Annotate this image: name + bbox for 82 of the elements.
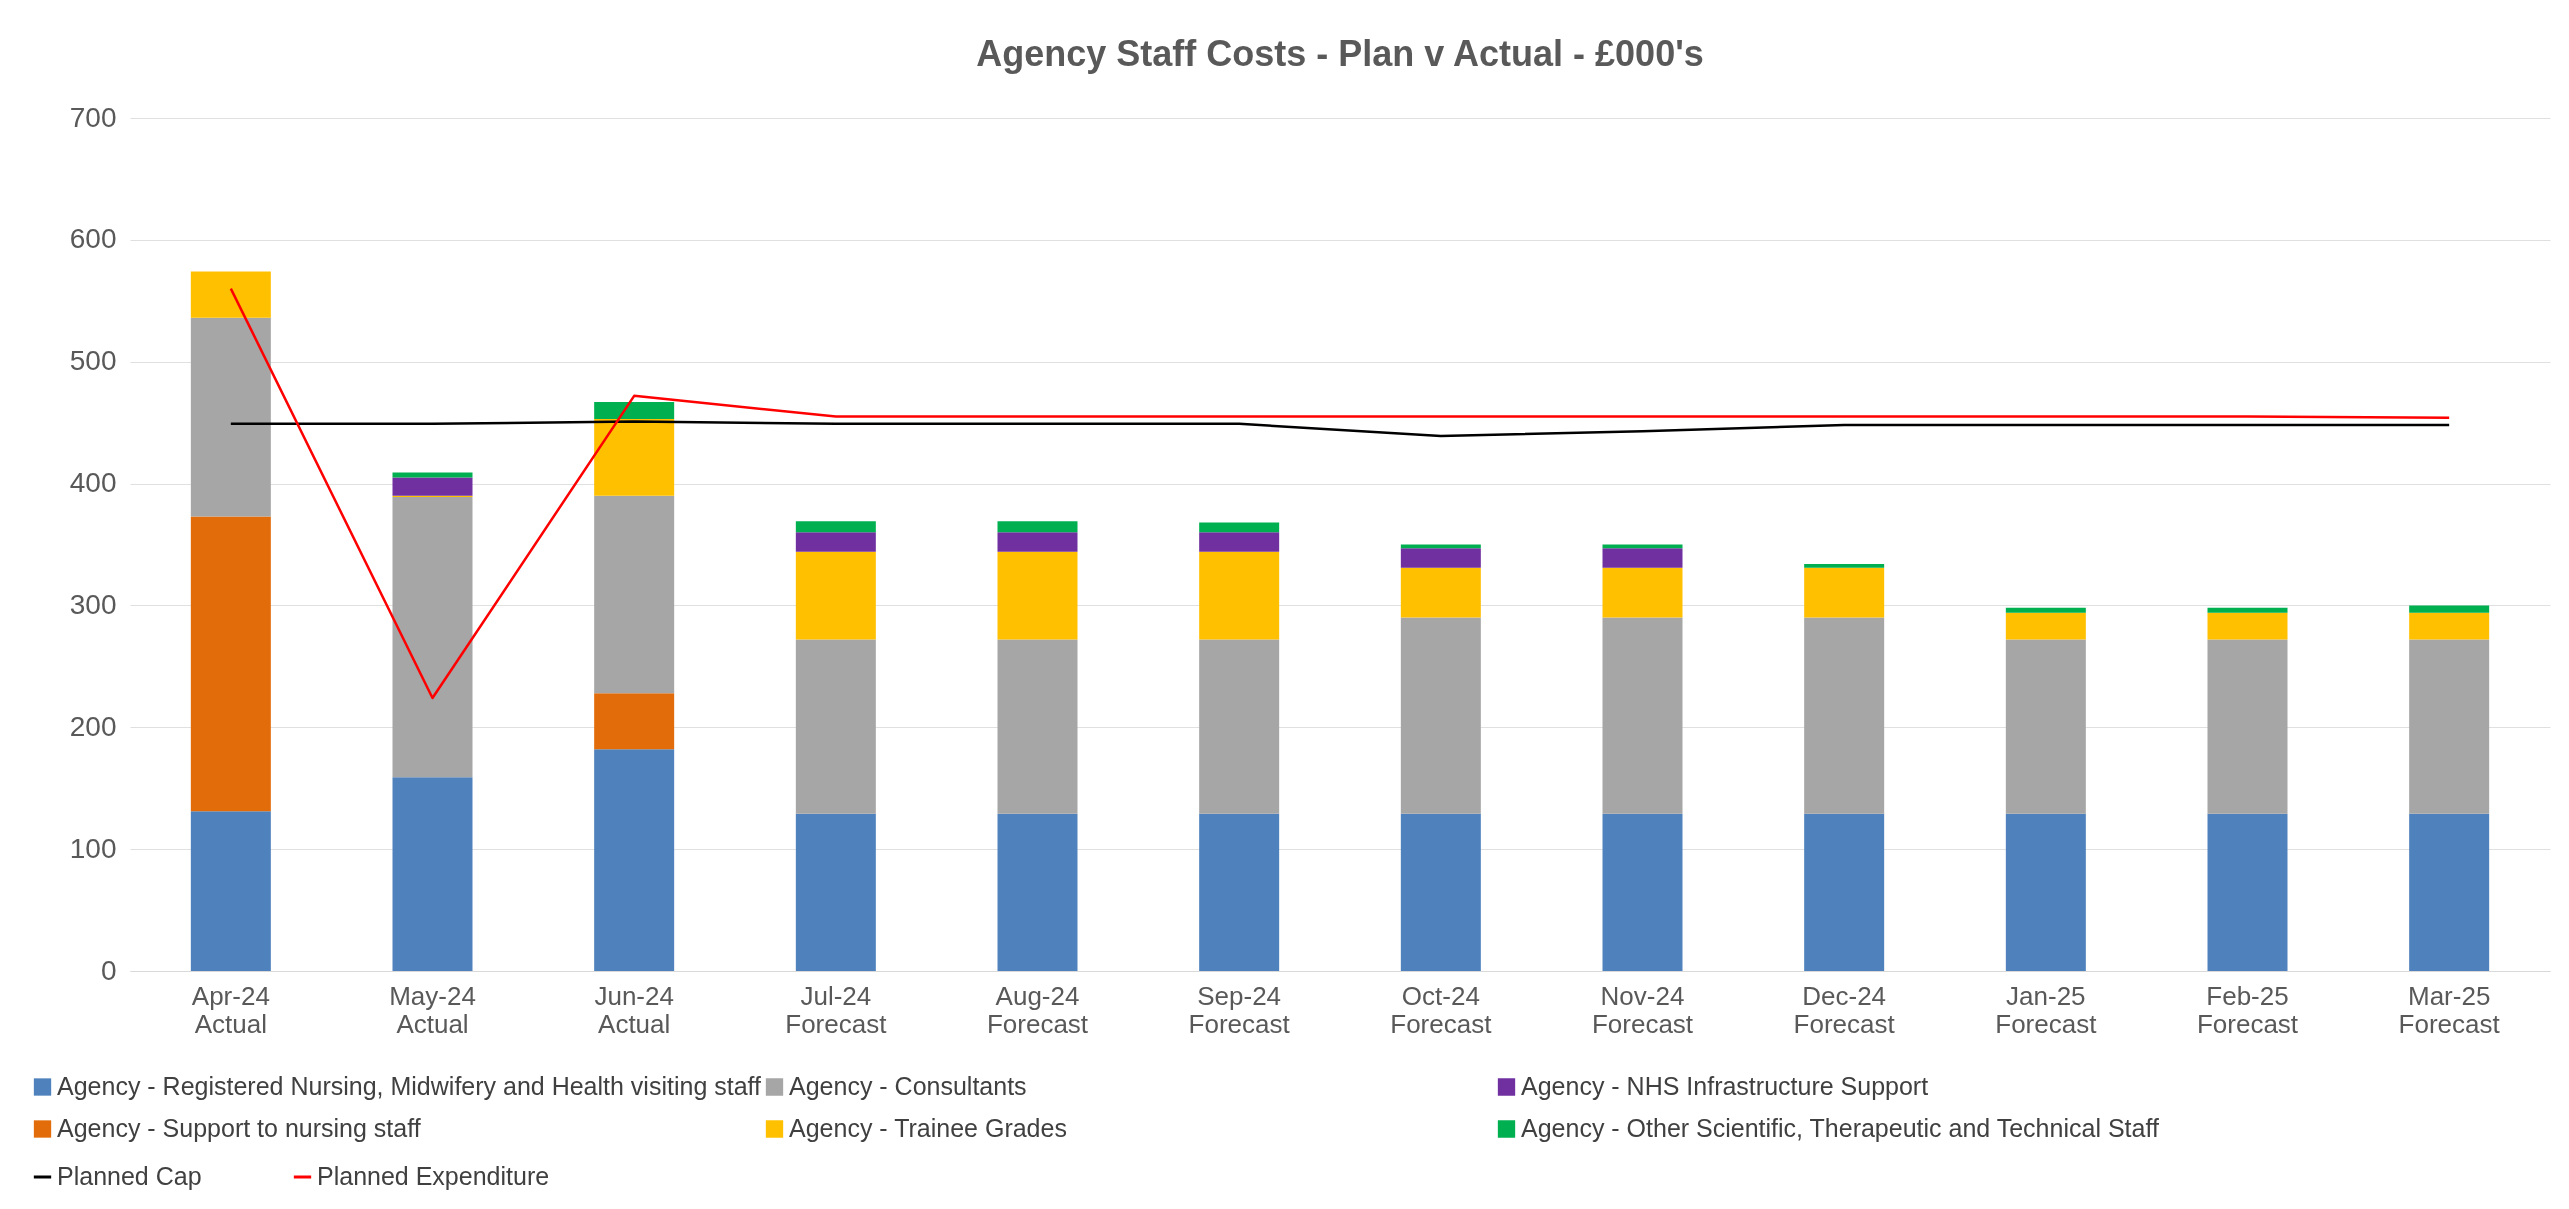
bar xyxy=(2207,639,2288,814)
bar xyxy=(1400,813,1481,971)
bar xyxy=(392,777,473,971)
bar xyxy=(997,521,1078,533)
bar xyxy=(1199,522,1280,533)
bar xyxy=(1199,532,1280,552)
bar xyxy=(997,639,1078,814)
bar xyxy=(997,551,1078,640)
bar xyxy=(1400,617,1481,814)
y-tick-label: 400 xyxy=(69,467,117,499)
bar xyxy=(2207,612,2288,640)
legend-label: Agency - Other Scientific, Therapeutic and Technical Staff xyxy=(1521,1114,2159,1142)
bar xyxy=(1400,548,1481,568)
x-tick-label: Apr-24 Actual xyxy=(191,980,270,1039)
bar xyxy=(2005,813,2086,971)
legend-label: Agency - Registered Nursing, Midwifery and Health visiting staff xyxy=(57,1072,762,1100)
bar xyxy=(190,516,271,812)
legend-label: Planned Cap xyxy=(57,1162,202,1190)
x-tick-label: Nov-24 Forecast xyxy=(1591,980,1694,1039)
bar xyxy=(1804,567,1885,618)
line-series xyxy=(229,420,2451,438)
legend-label: Agency - Consultants xyxy=(789,1072,1027,1100)
bar xyxy=(1602,548,1683,568)
bar xyxy=(594,418,675,496)
bar xyxy=(1199,639,1280,814)
bar xyxy=(2409,639,2490,814)
bar xyxy=(392,477,473,496)
bar xyxy=(997,813,1078,971)
x-tick-label: May-24 Actual xyxy=(389,980,476,1039)
bar xyxy=(2409,605,2490,613)
bar xyxy=(1804,564,1885,568)
y-tick-label: 700 xyxy=(69,101,117,133)
bar xyxy=(594,749,675,971)
line-series xyxy=(229,287,2451,700)
bar xyxy=(594,693,675,750)
legend-label: Agency - Trainee Grades xyxy=(789,1114,1067,1142)
legend-label: Agency - NHS Infrastructure Support xyxy=(1521,1072,1929,1100)
bar xyxy=(190,271,271,318)
bar xyxy=(594,401,675,419)
bar xyxy=(2207,607,2288,613)
chart-title: Agency Staff Costs - Plan v Actual - £000's xyxy=(976,33,1704,74)
x-tick-label: Jun-24 Actual xyxy=(594,980,674,1039)
bar xyxy=(2409,813,2490,971)
bar xyxy=(2005,607,2086,613)
legend-label: Agency - Support to nursing staff xyxy=(57,1114,421,1142)
x-tick-label: Sep-24 Forecast xyxy=(1188,980,1291,1039)
bar xyxy=(392,496,473,778)
bar xyxy=(1602,617,1683,814)
x-tick-label: Oct-24 Forecast xyxy=(1390,980,1493,1039)
bar xyxy=(190,811,271,971)
x-tick-label: Feb-25 Forecast xyxy=(2196,980,2299,1039)
bar xyxy=(2409,612,2490,640)
x-tick-label: Aug-24 Forecast xyxy=(986,980,1089,1039)
bar xyxy=(1199,551,1280,640)
bar xyxy=(795,551,876,640)
bar xyxy=(190,317,271,517)
bar xyxy=(997,532,1078,552)
y-tick-label: 200 xyxy=(69,710,117,742)
bar xyxy=(795,521,876,533)
x-tick-label: Dec-24 Forecast xyxy=(1793,980,1896,1039)
bar xyxy=(2005,612,2086,640)
y-tick-label: 100 xyxy=(69,832,117,864)
x-tick-label: Jul-24 Forecast xyxy=(785,980,888,1039)
y-tick-label: 600 xyxy=(69,223,117,255)
bar xyxy=(1400,567,1481,618)
bar xyxy=(1602,813,1683,971)
bar xyxy=(2005,639,2086,814)
legend-label: Planned Expenditure xyxy=(317,1162,550,1190)
y-tick-label: 0 xyxy=(100,954,117,986)
bar xyxy=(1804,617,1885,814)
bar xyxy=(2207,813,2288,971)
x-tick-label: Mar-25 Forecast xyxy=(2398,980,2501,1039)
y-tick-label: 300 xyxy=(69,588,117,620)
x-tick-label: Jan-25 Forecast xyxy=(1995,980,2098,1039)
y-tick-label: 500 xyxy=(69,345,117,377)
bar xyxy=(795,813,876,971)
bar xyxy=(1602,567,1683,618)
bar xyxy=(795,639,876,814)
bar xyxy=(1199,813,1280,971)
bar xyxy=(795,532,876,552)
bar xyxy=(594,495,675,694)
bar xyxy=(1804,813,1885,971)
